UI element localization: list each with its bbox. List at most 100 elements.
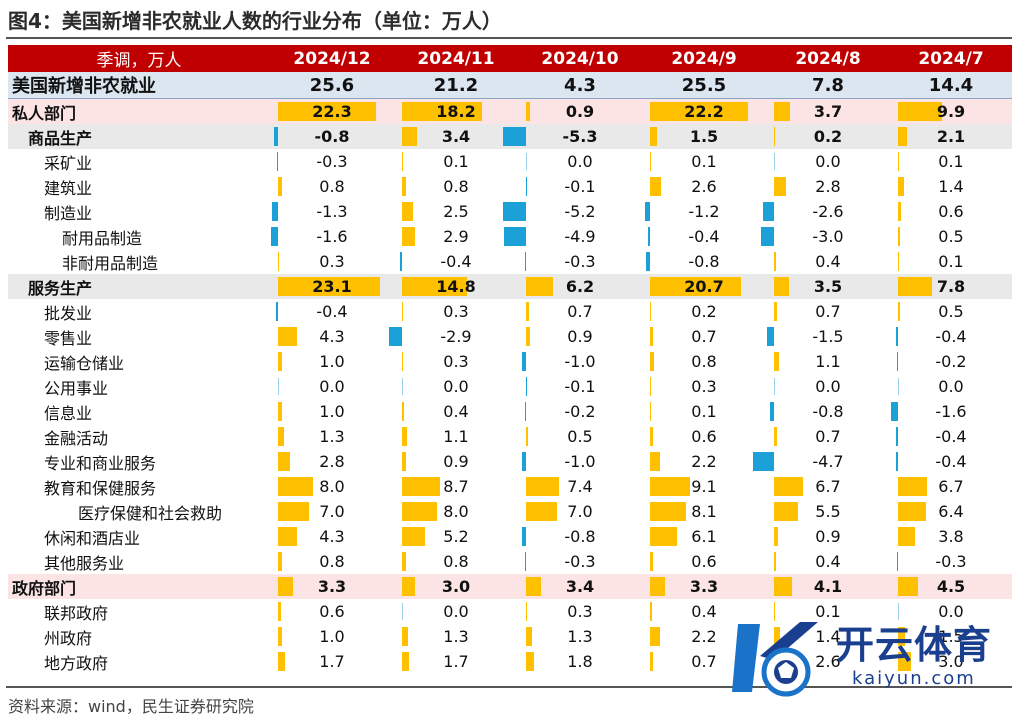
chart-title: 图4：美国新增非农就业人数的行业分布（单位：万人） <box>8 9 502 33</box>
value-cell: 0.6 <box>642 549 766 574</box>
table-row: 州政府 1.0 1.3 1.3 2.2 1.4 1.5 <box>8 624 1012 649</box>
value-cell: -1.3 <box>270 199 394 224</box>
positive-bar <box>402 102 483 121</box>
table-row: 其他服务业 0.8 0.8 -0.3 0.6 0.4 -0.3 <box>8 549 1012 574</box>
positive-bar <box>774 552 776 571</box>
value-cell: 0.4 <box>766 249 890 274</box>
total-row: 美国新增非农就业 25.6 21.2 4.3 25.5 7.8 14.4 <box>8 72 1012 99</box>
positive-bar <box>650 127 657 146</box>
table-row: 批发业 -0.4 0.3 0.7 0.2 0.7 0.5 <box>8 299 1012 324</box>
table-row: 非耐用品制造 0.3 -0.4 -0.3 -0.8 0.4 0.1 <box>8 249 1012 274</box>
value-cell: 0.8 <box>642 349 766 374</box>
positive-bar <box>774 427 778 446</box>
value-label: -0.3 <box>564 252 596 271</box>
value-cell: -0.8 <box>518 524 642 549</box>
positive-bar <box>898 477 928 496</box>
value-cell: -1.5 <box>766 324 890 349</box>
value-label: 0.0 <box>443 602 469 621</box>
value-label: 0.7 <box>567 302 593 321</box>
value-label: 2.6 <box>815 652 841 671</box>
value-label: -0.4 <box>935 452 967 471</box>
column-header: 2024/10 <box>518 45 642 72</box>
value-cell: 2.2 <box>642 449 766 474</box>
value-label: 2.2 <box>691 452 717 471</box>
table-row: 运输仓储业 1.0 0.3 -1.0 0.8 1.1 -0.2 <box>8 349 1012 374</box>
value-label: 0.0 <box>815 377 841 396</box>
row-label: 采矿业 <box>44 153 93 173</box>
value-label: 0.8 <box>443 552 469 571</box>
value-cell: 0.5 <box>890 224 1012 249</box>
kaiyun-logo-icon <box>732 622 818 697</box>
value-label: 3.8 <box>938 527 964 546</box>
zero-line <box>402 603 403 620</box>
positive-bar <box>402 652 410 671</box>
value-label: 3.4 <box>565 577 595 596</box>
value-label: 0.4 <box>815 552 841 571</box>
value-label: 0.1 <box>938 252 964 271</box>
zero-line <box>526 153 527 170</box>
value-label: 1.3 <box>443 627 469 646</box>
value-cell: 0.1 <box>766 599 890 624</box>
value-label: -0.4 <box>316 302 348 321</box>
positive-bar <box>650 652 654 671</box>
value-label: 0.4 <box>691 602 717 621</box>
table-row: 制造业 -1.3 2.5 -5.2 -1.2 -2.6 0.6 <box>8 199 1012 224</box>
value-cell: 0.0 <box>890 599 1012 624</box>
negative-bar <box>272 202 278 221</box>
value-cell: 6.4 <box>890 499 1012 524</box>
value-cell: 0.3 <box>394 299 518 324</box>
value-cell: -1.0 <box>518 349 642 374</box>
positive-bar <box>278 502 309 521</box>
value-label: 0.1 <box>691 152 717 171</box>
value-label: -0.1 <box>564 377 596 396</box>
value-cell: 7.0 <box>270 499 394 524</box>
value-label: 2.8 <box>815 177 841 196</box>
value-label: 2.8 <box>319 452 345 471</box>
value-label: 1.4 <box>938 177 964 196</box>
row-label: 运输仓储业 <box>44 353 125 373</box>
value-label: -0.8 <box>564 527 596 546</box>
value-cell: 3.0 <box>394 574 518 599</box>
value-cell: 0.7 <box>518 299 642 324</box>
value-cell: 0.0 <box>518 149 642 174</box>
value-label: 7.0 <box>567 502 593 521</box>
value-cell: 0.6 <box>270 599 394 624</box>
value-label: 4.1 <box>813 577 843 596</box>
value-label: 1.8 <box>567 652 593 671</box>
positive-bar <box>650 602 652 621</box>
watermark-en-text: kaiyun.com <box>852 668 976 689</box>
positive-bar <box>526 652 534 671</box>
row-label: 专业和商业服务 <box>44 453 157 473</box>
value-label: 7.0 <box>319 502 345 521</box>
value-cell: 0.1 <box>890 249 1012 274</box>
positive-bar <box>774 277 790 296</box>
value-label: -0.4 <box>440 252 472 271</box>
row-label: 教育和保健服务 <box>44 478 157 498</box>
value-label: 1.7 <box>443 652 469 671</box>
negative-bar <box>644 202 650 221</box>
value-label: -0.2 <box>564 402 596 421</box>
positive-bar <box>774 627 781 646</box>
positive-bar <box>402 227 415 246</box>
value-label: 3.0 <box>938 652 964 671</box>
negative-bar <box>400 252 402 271</box>
value-cell: -0.4 <box>890 424 1012 449</box>
row-label: 零售业 <box>44 328 93 348</box>
value-label: 14.8 <box>436 277 476 296</box>
positive-bar <box>774 477 804 496</box>
value-label: 1.7 <box>319 652 345 671</box>
value-cell: 3.4 <box>394 124 518 149</box>
value-label: 0.3 <box>691 377 717 396</box>
value-label: 9.9 <box>936 102 966 121</box>
value-label: 20.7 <box>684 277 724 296</box>
column-header: 2024/8 <box>766 45 890 72</box>
value-label: -0.4 <box>688 227 720 246</box>
value-cell: 1.5 <box>890 624 1012 649</box>
value-cell: 1.0 <box>270 349 394 374</box>
value-cell: -5.3 <box>502 124 642 149</box>
positive-bar <box>774 527 778 546</box>
value-cell: -2.9 <box>389 324 518 349</box>
value-cell: 0.9 <box>394 449 518 474</box>
positive-bar <box>650 527 677 546</box>
value-label: 5.2 <box>443 527 469 546</box>
